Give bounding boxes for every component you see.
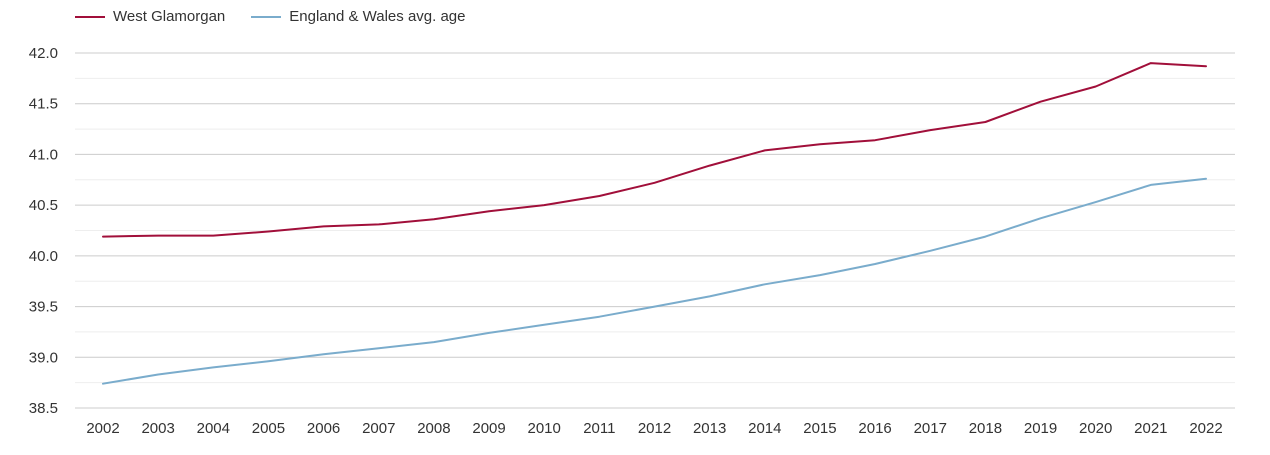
legend-label-west-glamorgan: West Glamorgan (113, 8, 226, 25)
y-axis-labels: 42.0 41.5 41.0 40.5 40.0 39.5 39.0 38.5 (29, 45, 58, 417)
x-tick-label: 2009 (472, 420, 505, 437)
x-tick-label: 2012 (638, 420, 671, 437)
legend-label-england-wales: England & Wales avg. age (289, 8, 466, 25)
x-tick-label: 2022 (1189, 420, 1222, 437)
x-tick-label: 2020 (1079, 420, 1112, 437)
x-tick-label: 2014 (748, 420, 781, 437)
x-tick-label: 2016 (858, 420, 891, 437)
x-tick-label: 2017 (914, 420, 947, 437)
x-tick-label: 2019 (1024, 420, 1057, 437)
y-tick-label: 41.5 (29, 96, 58, 113)
x-tick-label: 2002 (86, 420, 119, 437)
legend-swatch-england-wales (251, 15, 282, 18)
x-axis-labels: 2002 2003 2004 2005 2006 2007 2008 2009 2010 2011… (86, 420, 1222, 437)
x-tick-label: 2021 (1134, 420, 1167, 437)
minor-gridlines (75, 77, 1235, 384)
y-tick-label: 41.0 (29, 146, 58, 163)
legend-item-england-wales[interactable]: England & Wales avg. age (251, 8, 466, 25)
legend-swatch-west-glamorgan (75, 15, 105, 18)
y-tick-label: 40.5 (29, 197, 58, 214)
y-tick-label: 38.5 (29, 400, 58, 417)
chart-legend: West Glamorgan England & Wales avg. age (75, 8, 492, 25)
y-tick-label: 39.0 (29, 349, 58, 366)
x-tick-label: 2013 (693, 420, 726, 437)
x-tick-label: 2015 (803, 420, 836, 437)
y-tick-label: 39.5 (29, 299, 58, 316)
x-tick-label: 2011 (583, 420, 615, 437)
series-line-england-wales (102, 177, 1207, 385)
x-tick-label: 2004 (197, 420, 230, 437)
x-tick-label: 2003 (141, 420, 174, 437)
x-tick-label: 2007 (362, 420, 395, 437)
x-tick-label: 2006 (307, 420, 340, 437)
x-tick-label: 2018 (969, 420, 1002, 437)
y-tick-label: 40.0 (29, 248, 58, 265)
x-tick-label: 2005 (252, 420, 285, 437)
legend-item-west-glamorgan[interactable]: West Glamorgan (75, 8, 225, 25)
x-tick-label: 2010 (528, 420, 561, 437)
x-tick-label: 2008 (417, 420, 450, 437)
series-line-west-glamorgan (102, 62, 1207, 238)
y-tick-label: 42.0 (29, 45, 58, 62)
